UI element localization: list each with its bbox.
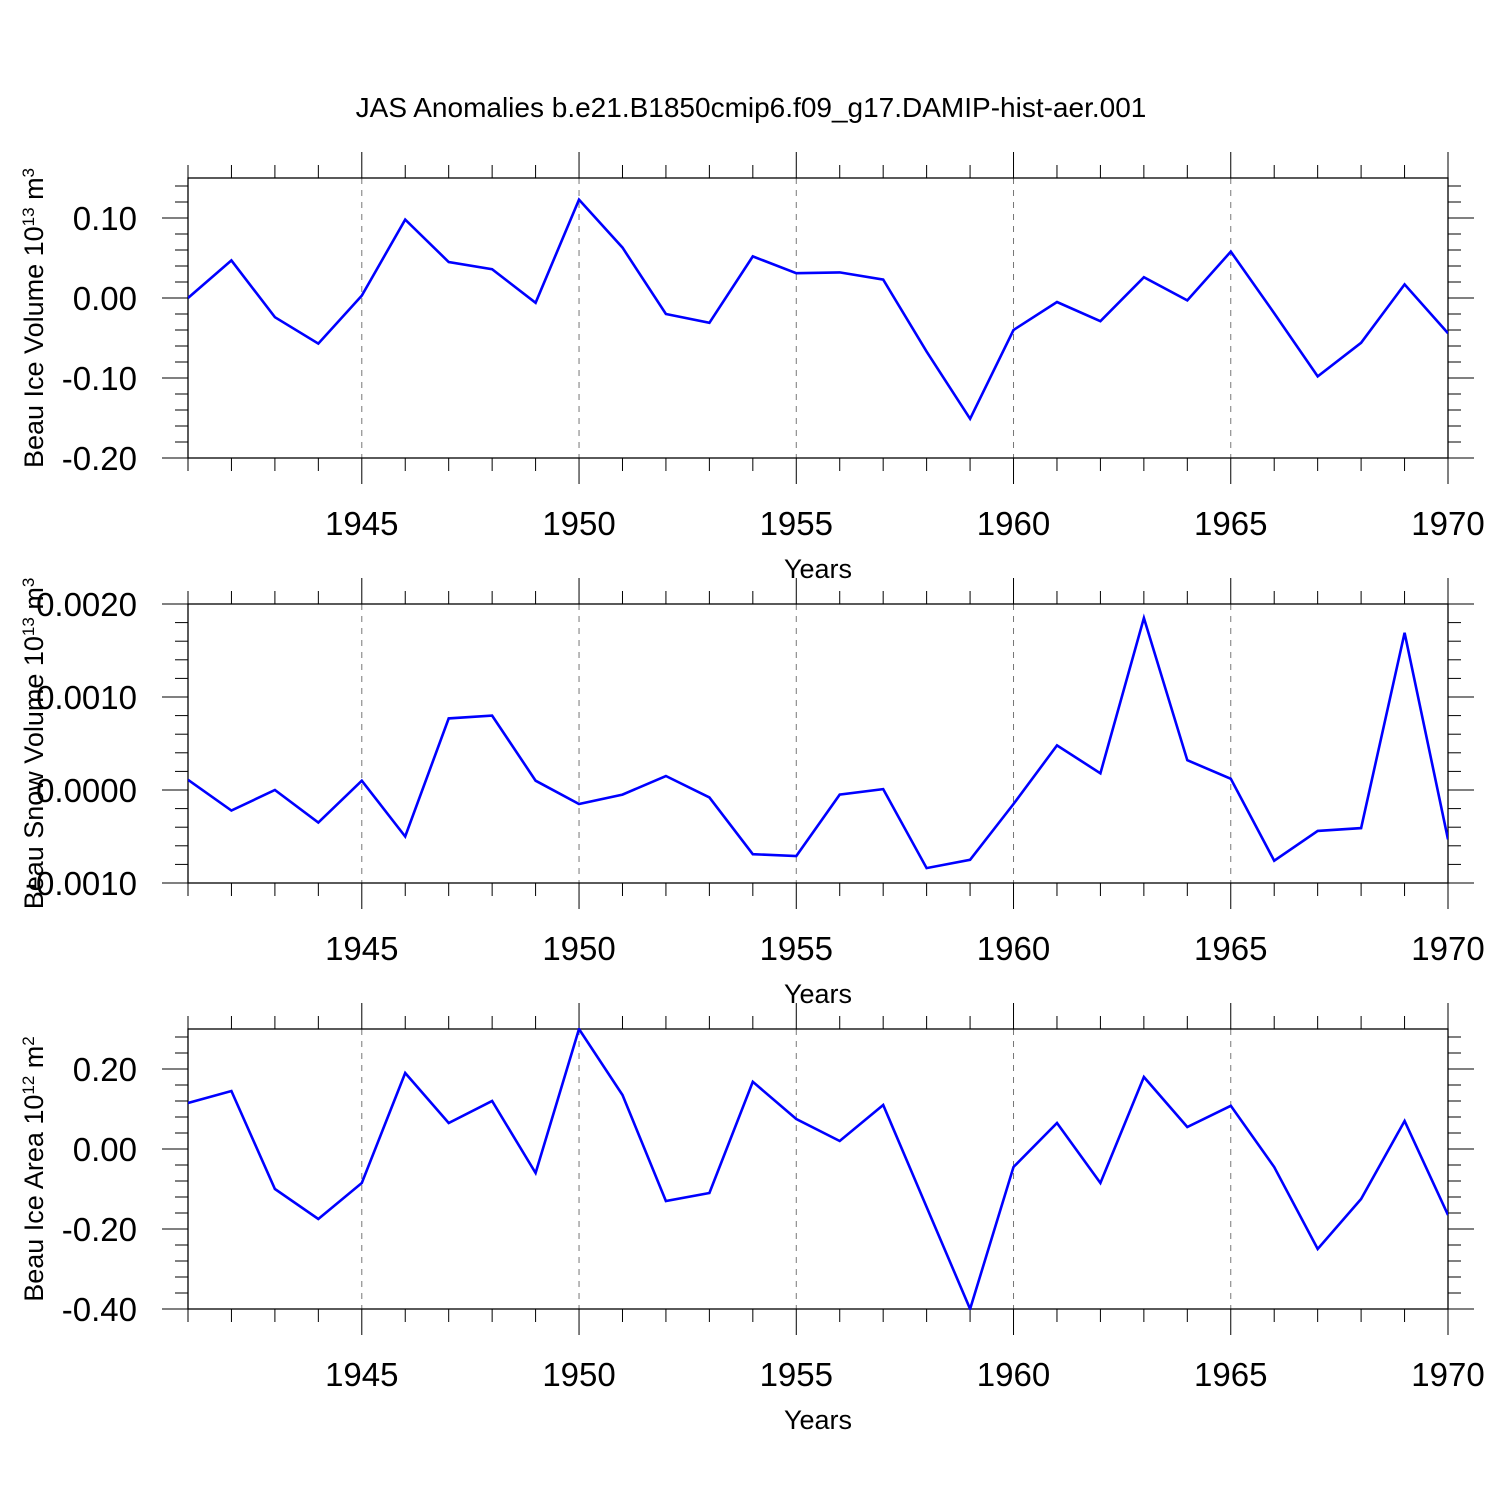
x-tick-label: 1945 [325,505,398,542]
y-axis-label: Beau Ice Volume 1013 m3 [19,168,50,468]
x-tick-label: 1950 [542,505,615,542]
y-tick-label: 0.0020 [36,586,137,623]
y-tick-label: 0.00 [73,280,137,317]
y-tick-label: 0.00 [73,1131,137,1168]
x-tick-label: 1965 [1194,505,1267,542]
x-tick-label: 1955 [760,930,833,967]
panel-3: 1945 1950 1955 1960 1965 1970 Years 0.20 0.00 -0.… [19,1003,1485,1435]
y-tick-label: 0.0010 [36,679,137,716]
panels: 1945 1950 1955 1960 1965 1970 Years 0.10 0.00 -0.… [19,152,1485,1435]
x-tick-label: 1945 [325,1356,398,1393]
y-axis-label: Beau Ice Area 1012 m2 [19,1036,50,1302]
y-tick-label: -0.20 [62,440,137,477]
y-tick-label: 0.10 [73,200,137,237]
plot-frame [187,177,1449,459]
panel-1: 1945 1950 1955 1960 1965 1970 Years 0.10 0.00 -0.… [19,152,1485,584]
series-line [188,197,1448,422]
y-tick-label: -0.10 [62,360,137,397]
x-tick-label: 1950 [542,930,615,967]
y-tick-label: -0.20 [62,1211,137,1248]
y-tick-label: -0.40 [62,1291,137,1328]
y-tick-label: 0.20 [73,1051,137,1088]
x-tick-label: 1960 [977,505,1050,542]
x-tick-label: 1955 [760,1356,833,1393]
series-line [188,613,1448,870]
x-tick-label: 1960 [977,930,1050,967]
y-tick-label: 0.0000 [36,772,137,809]
plot-frame [187,603,1449,884]
figure-title: JAS Anomalies b.e21.B1850cmip6.f09_g17.D… [356,92,1147,123]
x-axis-label: Years [784,979,852,1009]
x-tick-label: 1955 [760,505,833,542]
x-axis-label: Years [784,1405,852,1435]
x-tick-label: 1970 [1411,930,1484,967]
x-tick-label: 1965 [1194,930,1267,967]
y-axis-label: Beau Snow Volume 1013 m3 [19,578,50,910]
x-tick-label: 1965 [1194,1356,1267,1393]
series-line [188,1028,1448,1310]
plot-frame [187,1028,1449,1310]
panel-2: 1945 1950 1955 1960 1965 1970 Years 0.0020 0.001… [19,578,1485,1009]
y-tick-label: -0.0010 [25,865,137,902]
x-tick-label: 1945 [325,930,398,967]
x-tick-label: 1970 [1411,1356,1484,1393]
x-axis-label: Years [784,554,852,584]
x-tick-label: 1960 [977,1356,1050,1393]
x-tick-label: 1950 [542,1356,615,1393]
x-tick-label: 1970 [1411,505,1484,542]
